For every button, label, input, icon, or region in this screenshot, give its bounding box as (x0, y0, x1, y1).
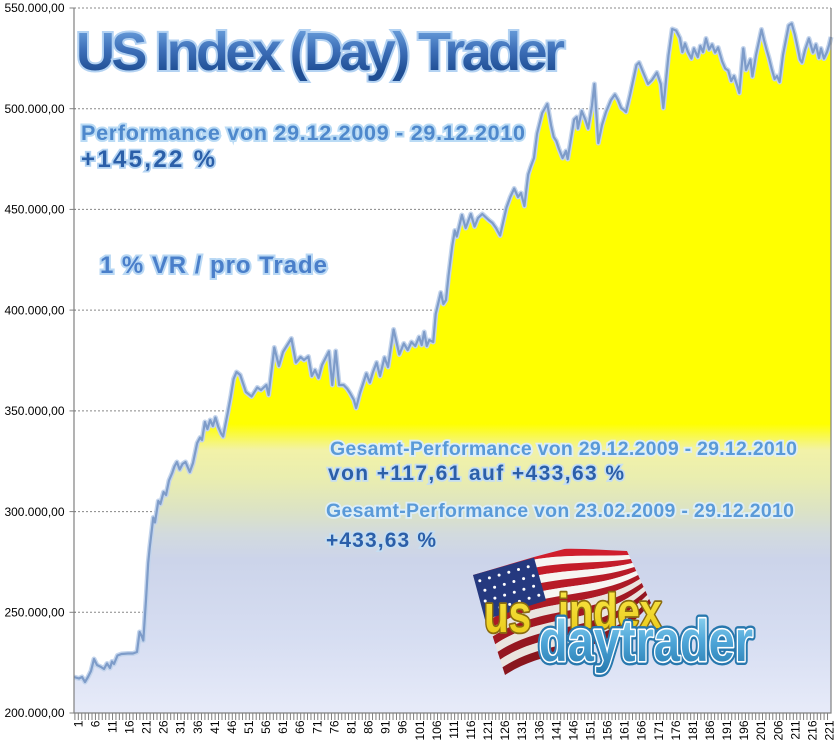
svg-text:146: 146 (566, 720, 580, 740)
svg-text:1 % VR / pro Trade: 1 % VR / pro Trade (100, 252, 327, 279)
svg-text:181: 181 (686, 720, 700, 740)
svg-text:61: 61 (276, 720, 290, 734)
svg-text:Performance von 29.12.2009 -: Performance von 29.12.2009 - 29.12.2010 (81, 121, 525, 145)
svg-text:106: 106 (430, 720, 444, 740)
svg-text:176: 176 (669, 720, 683, 740)
svg-text:166: 166 (635, 720, 649, 740)
svg-text:200.000,00: 200.000,00 (4, 706, 64, 720)
svg-text:us: us (484, 584, 531, 644)
svg-text:31: 31 (174, 720, 188, 734)
svg-text:Gesamt-Performance von 23.02: Gesamt-Performance von 23.02.2009 - 29.1… (326, 500, 794, 522)
svg-text:186: 186 (703, 720, 717, 740)
svg-text:126: 126 (498, 720, 512, 740)
svg-text:41: 41 (208, 720, 222, 734)
svg-text:1: 1 (71, 720, 85, 727)
svg-text:136: 136 (532, 720, 546, 740)
svg-text:von +117,61 auf +433,63 %: von +117,61 auf +433,63 % (328, 462, 624, 485)
svg-text:daytrader: daytrader (539, 609, 753, 674)
svg-text:daytrader: daytrader (539, 609, 753, 674)
svg-text:11: 11 (105, 720, 119, 733)
svg-text:Gesamt-Performance von 29.12: Gesamt-Performance von 29.12.2009 - 29.1… (330, 438, 797, 460)
svg-text:56: 56 (259, 720, 273, 734)
svg-text:91: 91 (379, 720, 393, 734)
svg-text:206: 206 (771, 720, 785, 740)
svg-text:171: 171 (652, 720, 666, 740)
svg-text:250.000,00: 250.000,00 (4, 606, 64, 620)
svg-text:151: 151 (584, 720, 598, 740)
svg-text:211: 211 (788, 720, 802, 739)
svg-text:US Index (Day) Trader: US Index (Day) Trader (76, 22, 565, 82)
svg-text:66: 66 (293, 720, 307, 734)
svg-text:196: 196 (737, 720, 751, 740)
svg-text:141: 141 (549, 720, 563, 740)
svg-text:121: 121 (481, 720, 495, 740)
svg-text:111: 111 (447, 720, 461, 739)
svg-text:221: 221 (823, 720, 836, 740)
svg-text:300.000,00: 300.000,00 (4, 505, 64, 519)
svg-text:156: 156 (601, 720, 615, 740)
svg-text:550.000,00: 550.000,00 (4, 1, 64, 15)
svg-text:71: 71 (310, 720, 324, 734)
svg-text:216: 216 (805, 720, 819, 740)
svg-text:500.000,00: 500.000,00 (4, 102, 64, 116)
svg-text:index: index (558, 585, 662, 639)
svg-text:350.000,00: 350.000,00 (4, 404, 64, 418)
svg-text:6: 6 (88, 720, 102, 727)
svg-text:21: 21 (140, 720, 154, 734)
svg-text:51: 51 (242, 720, 256, 734)
svg-text:46: 46 (225, 720, 239, 734)
svg-text:96: 96 (396, 720, 410, 734)
svg-text:76: 76 (327, 720, 341, 734)
svg-text:191: 191 (720, 720, 734, 740)
svg-text:36: 36 (191, 720, 205, 734)
svg-text:201: 201 (754, 720, 768, 740)
svg-text:161: 161 (618, 720, 632, 740)
svg-text:101: 101 (413, 720, 427, 740)
svg-text:26: 26 (157, 720, 171, 734)
svg-text:450.000,00: 450.000,00 (4, 203, 64, 217)
svg-text:+145,22 %: +145,22 % (81, 146, 215, 173)
svg-text:131: 131 (515, 720, 529, 740)
svg-text:16: 16 (123, 720, 137, 734)
svg-text:400.000,00: 400.000,00 (4, 303, 64, 317)
svg-text:116: 116 (464, 720, 478, 739)
svg-text:81: 81 (345, 720, 359, 734)
svg-text:+433,63 %: +433,63 % (326, 529, 436, 552)
svg-text:86: 86 (362, 720, 376, 734)
